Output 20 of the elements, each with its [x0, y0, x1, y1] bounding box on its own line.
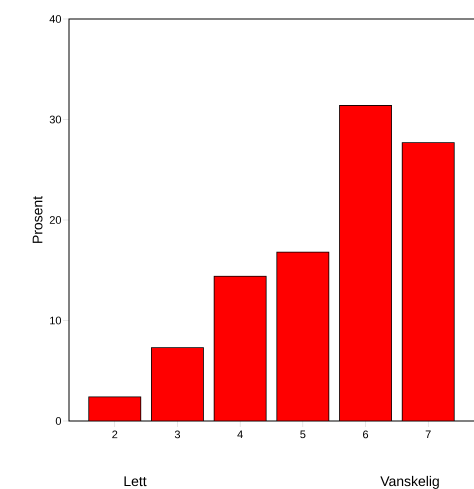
bar [214, 276, 266, 421]
text: Vanskelig [380, 476, 439, 489]
y-tick-label: 40 [50, 15, 62, 23]
bar [151, 348, 204, 421]
x-tick-label: 4 [237, 430, 243, 438]
y-tick-label: 10 [50, 316, 62, 324]
text: Lett [124, 476, 147, 486]
x-tick-label: 3 [174, 430, 180, 438]
bar [276, 252, 329, 421]
x-tick-label: 6 [363, 430, 368, 438]
x-tick-label: 7 [426, 430, 431, 438]
y-tick-label: 30 [50, 116, 62, 124]
y-axis-title: Prosent [32, 196, 42, 243]
bar [340, 105, 392, 421]
bar [88, 396, 141, 421]
y-tick-label: 20 [50, 216, 62, 224]
x-tick-label: 2 [112, 430, 118, 438]
bar [402, 142, 455, 421]
x-tick-label: 5 [300, 430, 306, 438]
y-tick-label: 0 [56, 417, 62, 425]
